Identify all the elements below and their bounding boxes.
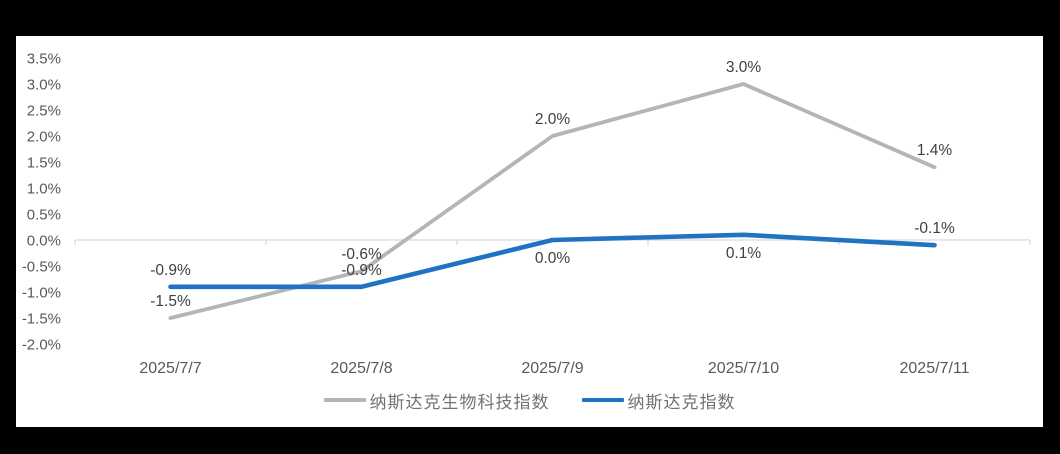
data-label: 1.4% — [917, 142, 953, 159]
chart-legend: 纳斯达克生物科技指数 纳斯达克指数 — [16, 387, 1043, 413]
y-tick-label: 3.0% — [27, 77, 61, 94]
y-tick-label: -2.0% — [22, 337, 61, 354]
y-tick-label: 1.5% — [27, 155, 61, 172]
y-tick-label: 3.5% — [27, 51, 61, 68]
y-tick-label: 1.0% — [27, 181, 61, 198]
legend-item-nasdaq-index: 纳斯达克指数 — [581, 388, 736, 413]
data-label: 0.1% — [726, 245, 762, 262]
legend-item-nasdaq-biotech-index: 纳斯达克生物科技指数 — [323, 388, 550, 413]
y-tick-label: 2.0% — [27, 129, 61, 146]
legend-label: 纳斯达克生物科技指数 — [369, 392, 550, 413]
x-tick-label: 2025/7/10 — [708, 360, 779, 377]
line-chart: 3.5% 3.0% 2.5% 2.0% 1.5% 1.0% 0.5% 0.0% -0.5% -1.… — [22, 51, 1031, 377]
data-label: -0.6% — [341, 246, 382, 263]
y-tick-label: -1.5% — [22, 311, 61, 328]
x-tick-label: 2025/7/11 — [900, 360, 970, 377]
data-label: -1.5% — [150, 293, 191, 310]
data-label: 2.0% — [535, 111, 571, 128]
y-tick-label: 0.5% — [27, 207, 61, 224]
x-tick-label: 2025/7/9 — [521, 360, 583, 377]
chart-canvas: 3.5% 3.0% 2.5% 2.0% 1.5% 1.0% 0.5% 0.0% -0.5% -1.… — [16, 36, 1043, 427]
legend-label: 纳斯达克指数 — [627, 392, 736, 413]
data-label: 0.0% — [535, 250, 571, 267]
x-tick-label: 2025/7/8 — [330, 360, 392, 377]
series-line-1 — [168, 232, 937, 290]
data-label: -0.9% — [341, 262, 382, 279]
x-tick-label: 2025/7/7 — [139, 360, 201, 377]
y-tick-label: 0.0% — [27, 233, 61, 250]
y-tick-label: -1.0% — [22, 285, 61, 302]
legend-line-swatch — [323, 398, 366, 402]
y-tick-label: -0.5% — [22, 259, 61, 276]
legend-line-swatch — [581, 398, 624, 402]
data-label: -0.9% — [150, 262, 191, 279]
data-label: 3.0% — [726, 59, 762, 76]
data-label: -0.1% — [914, 220, 955, 237]
y-tick-label: 2.5% — [27, 103, 61, 120]
